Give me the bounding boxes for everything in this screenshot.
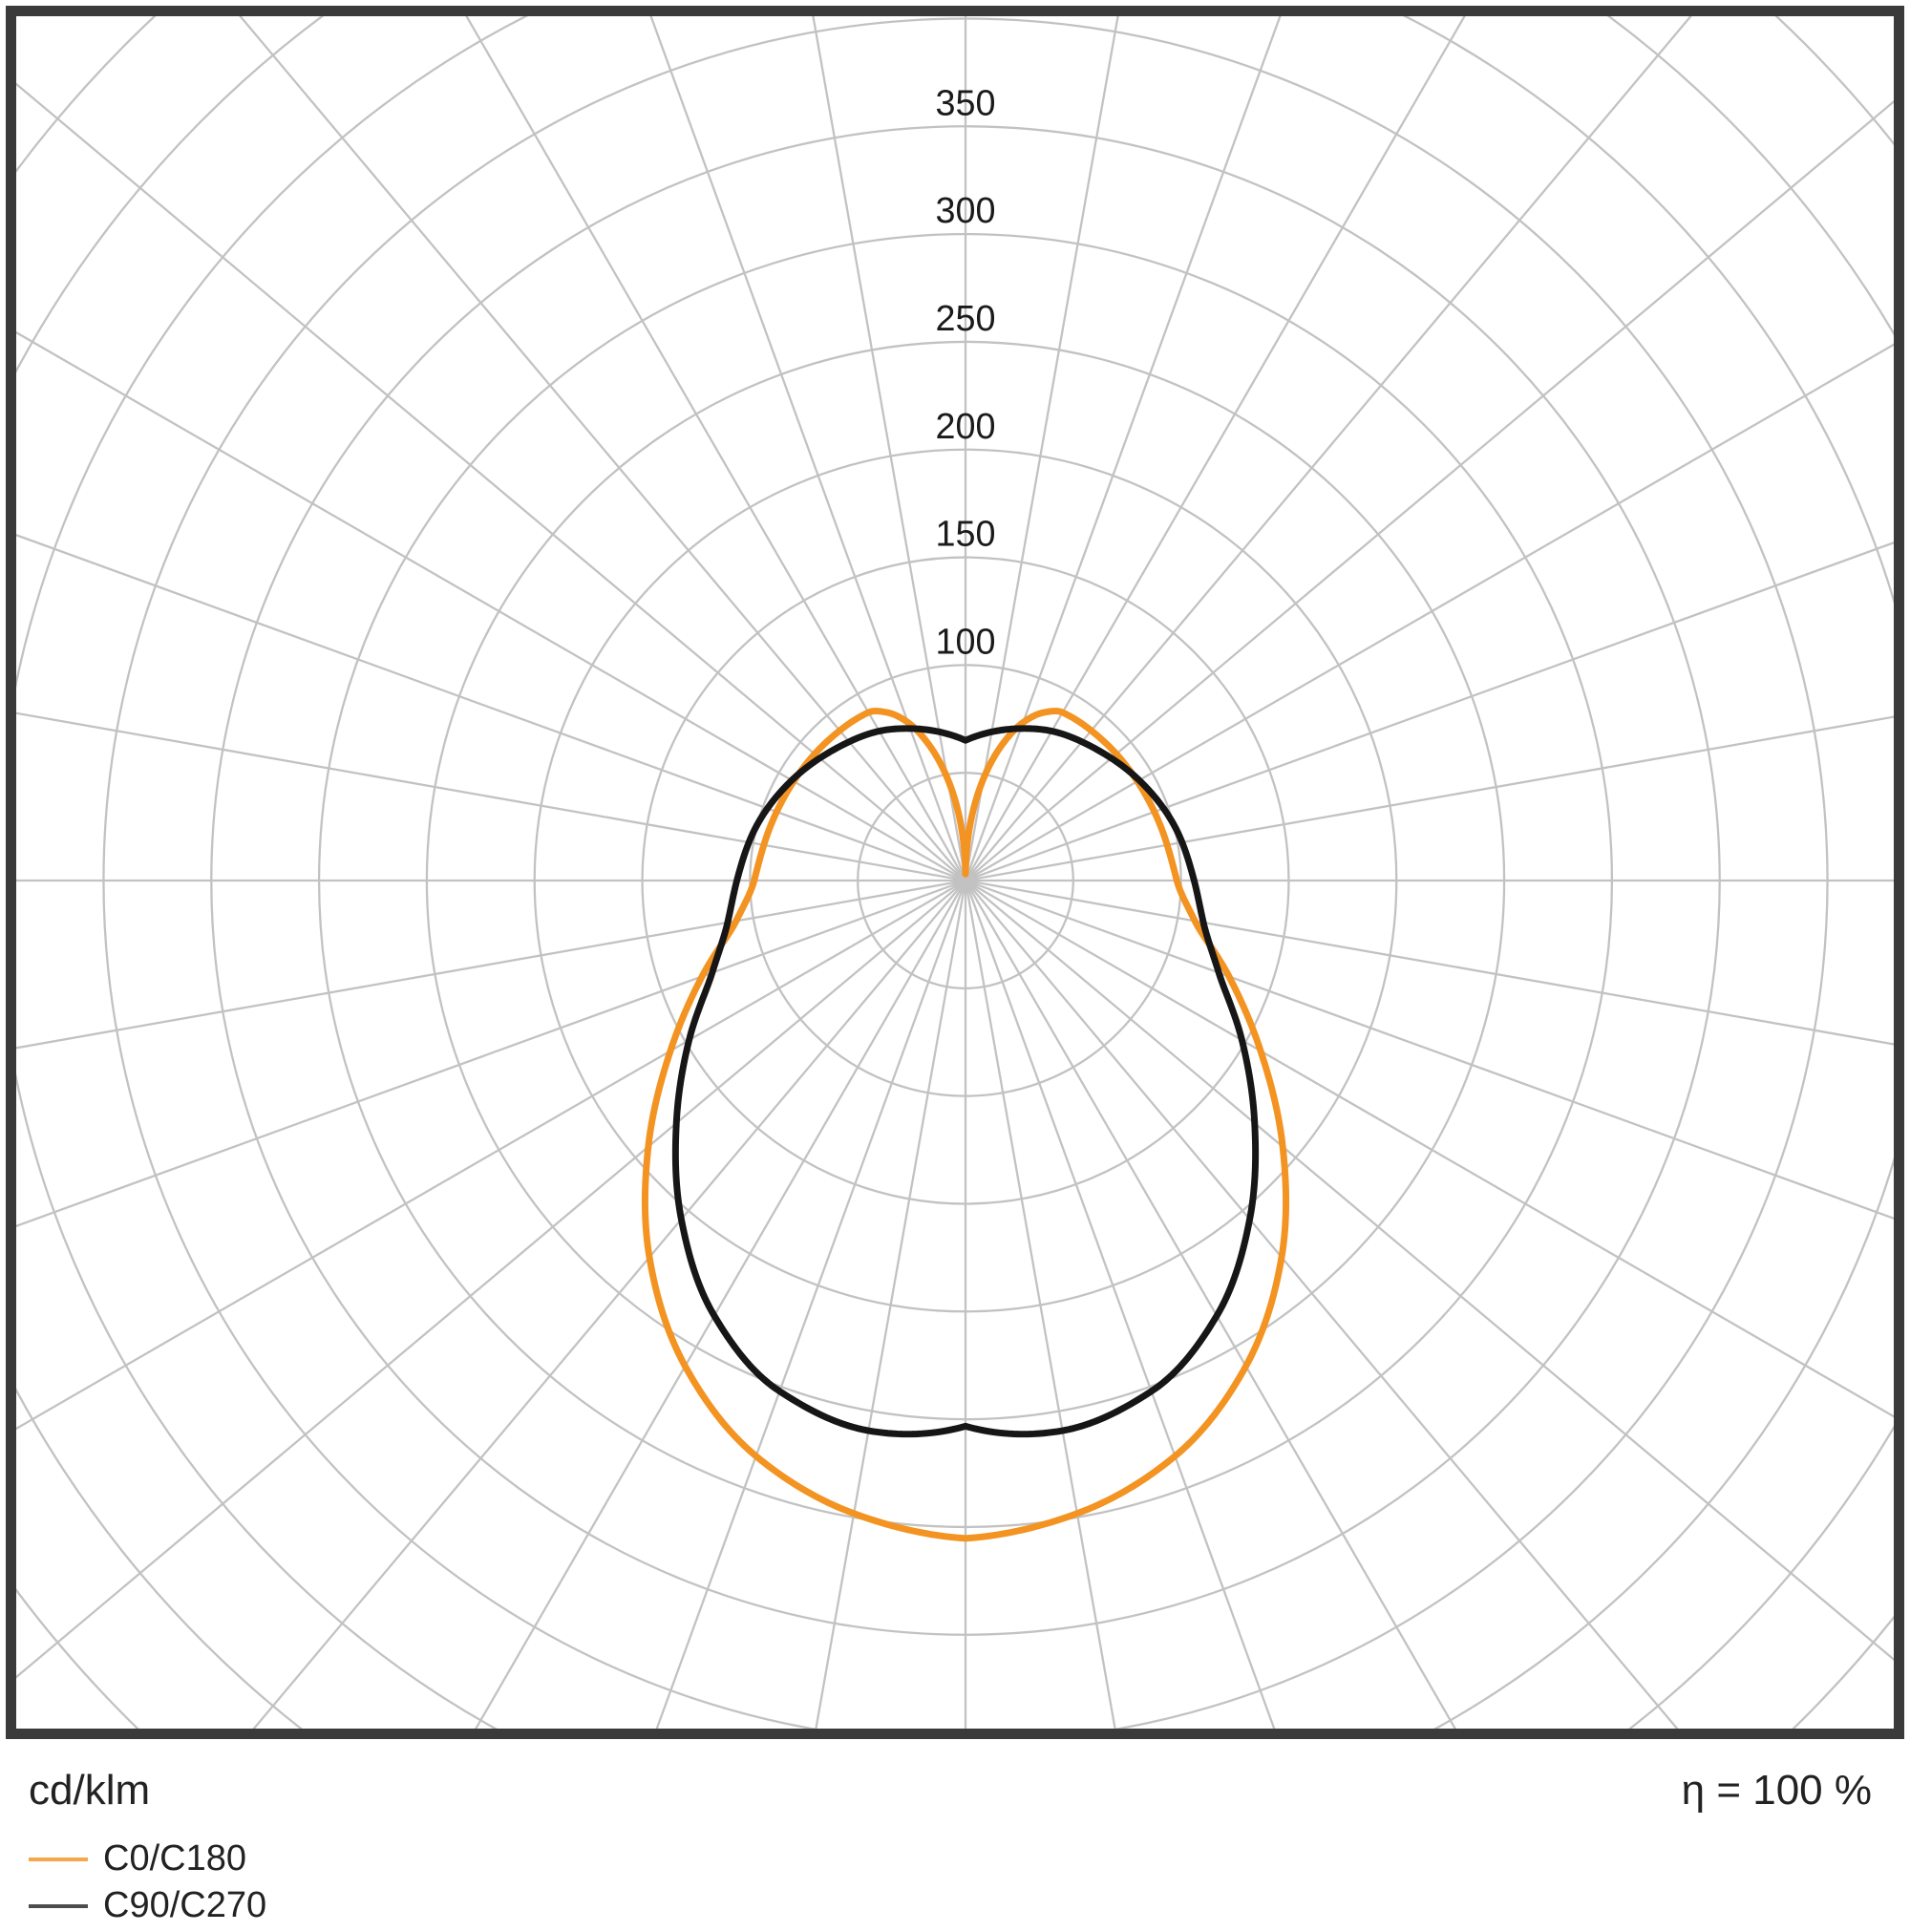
svg-text:350: 350 [935, 83, 995, 123]
svg-text:300: 300 [935, 191, 995, 231]
svg-text:250: 250 [935, 299, 995, 339]
svg-text:200: 200 [935, 407, 995, 447]
svg-text:100: 100 [935, 622, 995, 662]
svg-text:150: 150 [935, 515, 995, 555]
